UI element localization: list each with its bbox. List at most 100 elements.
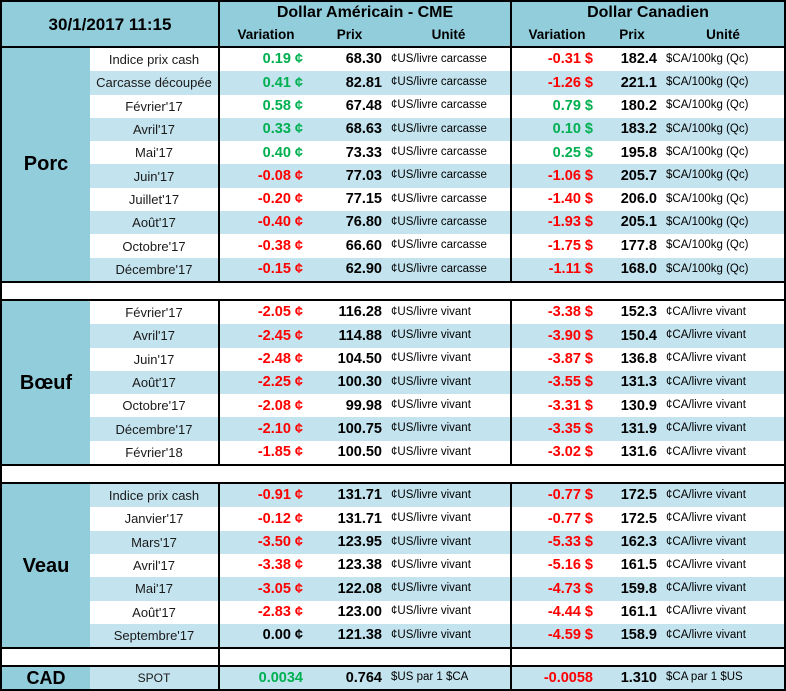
- us-unit-label: ¢US/livre vivant: [387, 623, 512, 648]
- us-prix-value: 114.88: [312, 324, 387, 348]
- row-label: Août'17: [90, 600, 220, 624]
- row-label: Avril'17: [90, 117, 220, 142]
- ca-prix-col-header: Prix: [602, 24, 662, 46]
- us-variation-value: 0.19 ¢: [262, 51, 303, 68]
- us-prix-value: 82.81: [312, 71, 387, 95]
- us-unit-label: ¢US/livre vivant: [387, 440, 512, 465]
- us-prix-value: 123.95: [312, 530, 387, 554]
- us-unit-label: ¢US/livre carcasse: [387, 71, 512, 95]
- us-variation-value: 0.41 ¢: [220, 71, 312, 95]
- row-label: Décembre'17: [90, 257, 220, 281]
- ca-prix-value: 221.1: [602, 71, 662, 95]
- us-prix-value: 68.30: [345, 51, 382, 68]
- ca-unit-label: $CA/100kg (Qc): [662, 257, 784, 281]
- spacer-cell: [512, 649, 784, 665]
- ca-variation-value: 0.25 $: [552, 144, 593, 161]
- us-variation-value: -3.05 ¢: [220, 577, 312, 601]
- us-unit-label: ¢US/livre carcasse: [387, 117, 512, 142]
- us-unit-label: ¢US/livre carcasse: [387, 48, 512, 72]
- us-unit-label: ¢US/livre carcasse: [387, 141, 512, 165]
- us-variation-value: -0.20 ¢: [257, 191, 303, 208]
- ca-variation-value: -3.38 $: [547, 304, 593, 321]
- row-label: Indice prix cash: [90, 48, 220, 72]
- row-label: Février'17: [90, 94, 220, 118]
- ca-unit-label: ¢CA/livre vivant: [662, 370, 784, 395]
- ca-variation-value: -3.02 $: [547, 444, 593, 461]
- ca-unit-label: ¢CA/livre vivant: [662, 577, 784, 601]
- ca-unit-label: $CA/100kg (Qc): [666, 99, 749, 112]
- ca-prix-value: 195.8: [620, 144, 657, 161]
- us-variation-value: -2.10 ¢: [220, 417, 312, 441]
- ca-unit-label: ¢CA/livre vivant: [662, 324, 784, 348]
- us-unit-label: ¢US/livre carcasse: [387, 211, 512, 235]
- ca-prix-value: 205.1: [602, 211, 662, 235]
- us-unit-label: ¢US/livre vivant: [387, 394, 512, 418]
- ca-variation-value: -4.44 $: [547, 603, 593, 620]
- us-prix-value: 121.38: [312, 623, 387, 648]
- row-label: Septembre'17: [90, 623, 220, 648]
- us-variation-value: 0.33 ¢: [220, 117, 312, 142]
- us-unit-label: ¢US/livre carcasse: [387, 234, 512, 258]
- spacer-row: [2, 282, 784, 299]
- ca-prix-value: 136.8: [620, 350, 657, 367]
- ca-variation-value: -1.75 $: [547, 237, 593, 254]
- ca-variation-value: -1.93 $: [512, 211, 602, 235]
- row-label: Octobre'17: [90, 234, 220, 258]
- ca-unit-label: $CA/100kg (Qc): [666, 52, 749, 65]
- us-unit-label: ¢US/livre carcasse: [387, 187, 512, 212]
- ca-unit-label: ¢CA/livre vivant: [666, 558, 746, 571]
- us-variation-value: -0.91 ¢: [220, 484, 312, 508]
- row-label: Carcasse découpée: [90, 71, 220, 95]
- ca-variation-value: -1.26 $: [512, 71, 602, 95]
- ca-prix-value: 150.4: [602, 324, 662, 348]
- ca-variation-value: -3.55 $: [512, 370, 602, 395]
- ca-prix-value: 161.1: [620, 603, 657, 620]
- section-label: Veau: [2, 484, 90, 648]
- ca-prix-value: 131.9: [602, 417, 662, 441]
- row-label: Décembre'17: [90, 417, 220, 441]
- us-variation-value: -3.38 ¢: [257, 557, 303, 574]
- us-prix-value: 122.08: [312, 577, 387, 601]
- ca-unit-label: ¢CA/livre vivant: [666, 512, 746, 525]
- ca-prix-value: 162.3: [602, 530, 662, 554]
- us-prix-value: 116.28: [338, 304, 382, 321]
- cad-us-prix-value: 0.764: [312, 667, 387, 689]
- ca-variation-value: -4.73 $: [512, 577, 602, 601]
- us-prix-value: 67.48: [345, 97, 382, 114]
- ca-variation-value: -1.11 $: [512, 257, 602, 281]
- us-group-header: Dollar Américain - CME: [220, 2, 512, 24]
- ca-prix-value: 180.2: [620, 97, 657, 114]
- spacer-cell: [2, 649, 220, 666]
- us-unit-label: ¢US/livre vivant: [387, 577, 512, 601]
- us-variation-value: -1.85 ¢: [257, 444, 303, 461]
- ca-prix-value: 172.5: [620, 510, 657, 527]
- us-prix-col-header: Prix: [312, 24, 387, 46]
- us-variation-value: -0.08 ¢: [220, 164, 312, 188]
- us-variation-value: -0.12 ¢: [257, 510, 303, 527]
- us-prix-value: 100.75: [312, 417, 387, 441]
- ca-prix-value: 131.6: [620, 444, 657, 461]
- us-variation-value: -2.08 ¢: [257, 397, 303, 414]
- ca-unit-label: $CA/100kg (Qc): [662, 211, 784, 235]
- cad-section-label: CAD: [2, 667, 90, 689]
- section-label: Bœuf: [2, 300, 90, 465]
- us-prix-value: 68.63: [312, 117, 387, 142]
- us-unit-label: ¢US/livre vivant: [387, 553, 512, 578]
- ca-prix-value: 152.3: [620, 304, 657, 321]
- ca-unit-label: ¢CA/livre vivant: [666, 399, 746, 412]
- ca-variation-value: -1.40 $: [547, 191, 593, 208]
- ca-variation-value: -1.06 $: [512, 164, 602, 188]
- row-label: Mai'17: [90, 141, 220, 165]
- ca-unit-label: ¢CA/livre vivant: [662, 623, 784, 648]
- row-label: Mai'17: [90, 577, 220, 601]
- ca-variation-value: -0.31 $: [547, 51, 593, 68]
- ca-prix-value: 131.3: [602, 370, 662, 395]
- ca-prix-value: 183.2: [602, 117, 662, 142]
- ca-unit-label: ¢CA/livre vivant: [666, 445, 746, 458]
- ca-unite-col-header: Unité: [662, 24, 784, 46]
- ca-unit-label: ¢CA/livre vivant: [666, 605, 746, 618]
- table-body: Porc Indice prix cash 0.19 ¢ 68.30 ¢US/livre…: [2, 46, 784, 666]
- us-unit-label: ¢US/livre vivant: [387, 324, 512, 348]
- ca-prix-value: 130.9: [620, 397, 657, 414]
- us-unit-label: ¢US/livre carcasse: [387, 257, 512, 281]
